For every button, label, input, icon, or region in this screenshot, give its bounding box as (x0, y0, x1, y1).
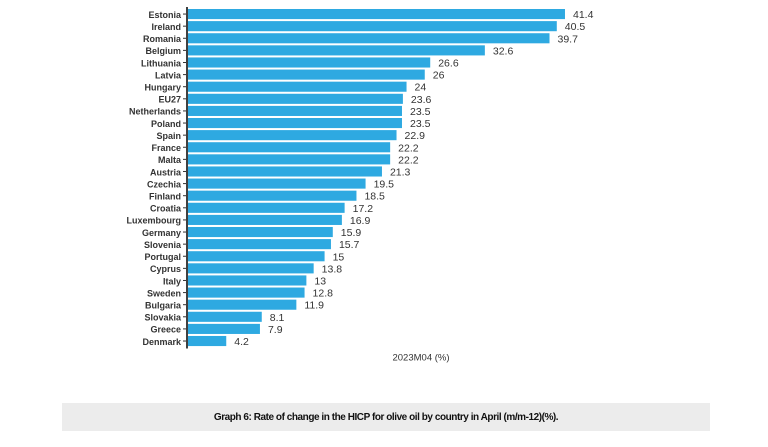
svg-text:22.2: 22.2 (398, 154, 419, 166)
svg-text:EU27: EU27 (158, 95, 181, 105)
svg-text:15.7: 15.7 (339, 239, 360, 251)
svg-text:18.5: 18.5 (364, 191, 385, 203)
svg-text:19.5: 19.5 (374, 179, 395, 191)
svg-text:Croatia: Croatia (150, 204, 182, 214)
svg-text:Slovenia: Slovenia (144, 240, 182, 250)
svg-text:Slovakia: Slovakia (144, 313, 182, 323)
svg-text:Belgium: Belgium (145, 46, 181, 56)
svg-text:2023M04 (%): 2023M04 (%) (392, 352, 449, 363)
svg-text:France: France (151, 143, 181, 153)
svg-text:Germany: Germany (142, 228, 181, 238)
svg-text:Czechia: Czechia (147, 179, 182, 189)
svg-text:11.9: 11.9 (304, 300, 324, 312)
svg-text:Poland: Poland (151, 119, 181, 129)
svg-text:24: 24 (415, 82, 427, 94)
svg-text:Estonia: Estonia (148, 10, 182, 20)
svg-text:26: 26 (433, 70, 445, 82)
svg-text:22.2: 22.2 (398, 142, 419, 154)
svg-text:Cyprus: Cyprus (150, 264, 181, 274)
svg-text:Denmark: Denmark (142, 337, 182, 347)
svg-text:Italy: Italy (163, 276, 181, 286)
svg-text:Ireland: Ireland (151, 22, 181, 32)
svg-text:12.8: 12.8 (313, 288, 334, 300)
svg-text:Spain: Spain (156, 131, 181, 141)
svg-text:23.5: 23.5 (410, 118, 431, 130)
svg-text:Lithuania: Lithuania (141, 58, 182, 68)
svg-text:13: 13 (314, 275, 326, 287)
svg-text:23.6: 23.6 (411, 94, 432, 106)
svg-text:8.1: 8.1 (270, 312, 285, 324)
svg-text:17.2: 17.2 (353, 203, 374, 215)
svg-text:32.6: 32.6 (493, 45, 514, 57)
svg-text:13.8: 13.8 (322, 263, 343, 275)
svg-text:Bulgaria: Bulgaria (145, 300, 182, 310)
svg-text:22.9: 22.9 (405, 130, 426, 142)
svg-text:41.4: 41.4 (573, 9, 594, 21)
svg-text:Sweden: Sweden (147, 288, 181, 298)
svg-text:39.7: 39.7 (558, 33, 579, 45)
svg-text:Romania: Romania (143, 34, 182, 44)
svg-text:16.9: 16.9 (350, 215, 371, 227)
svg-text:23.5: 23.5 (410, 106, 431, 118)
svg-text:4.2: 4.2 (234, 336, 249, 348)
svg-text:7.9: 7.9 (268, 324, 283, 336)
svg-text:Latvia: Latvia (155, 70, 182, 80)
svg-text:Finland: Finland (149, 192, 181, 202)
svg-text:Portugal: Portugal (144, 252, 181, 262)
svg-text:Netherlands: Netherlands (129, 107, 181, 117)
svg-text:Luxembourg: Luxembourg (126, 216, 181, 226)
svg-text:Austria: Austria (150, 167, 182, 177)
svg-text:Malta: Malta (158, 155, 182, 165)
svg-text:Greece: Greece (150, 325, 181, 335)
svg-text:15.9: 15.9 (341, 227, 362, 239)
svg-text:40.5: 40.5 (565, 21, 586, 33)
svg-text:26.6: 26.6 (438, 57, 459, 69)
svg-text:Hungary: Hungary (144, 83, 181, 93)
svg-text:15: 15 (333, 251, 345, 263)
svg-text:21.3: 21.3 (390, 166, 411, 178)
